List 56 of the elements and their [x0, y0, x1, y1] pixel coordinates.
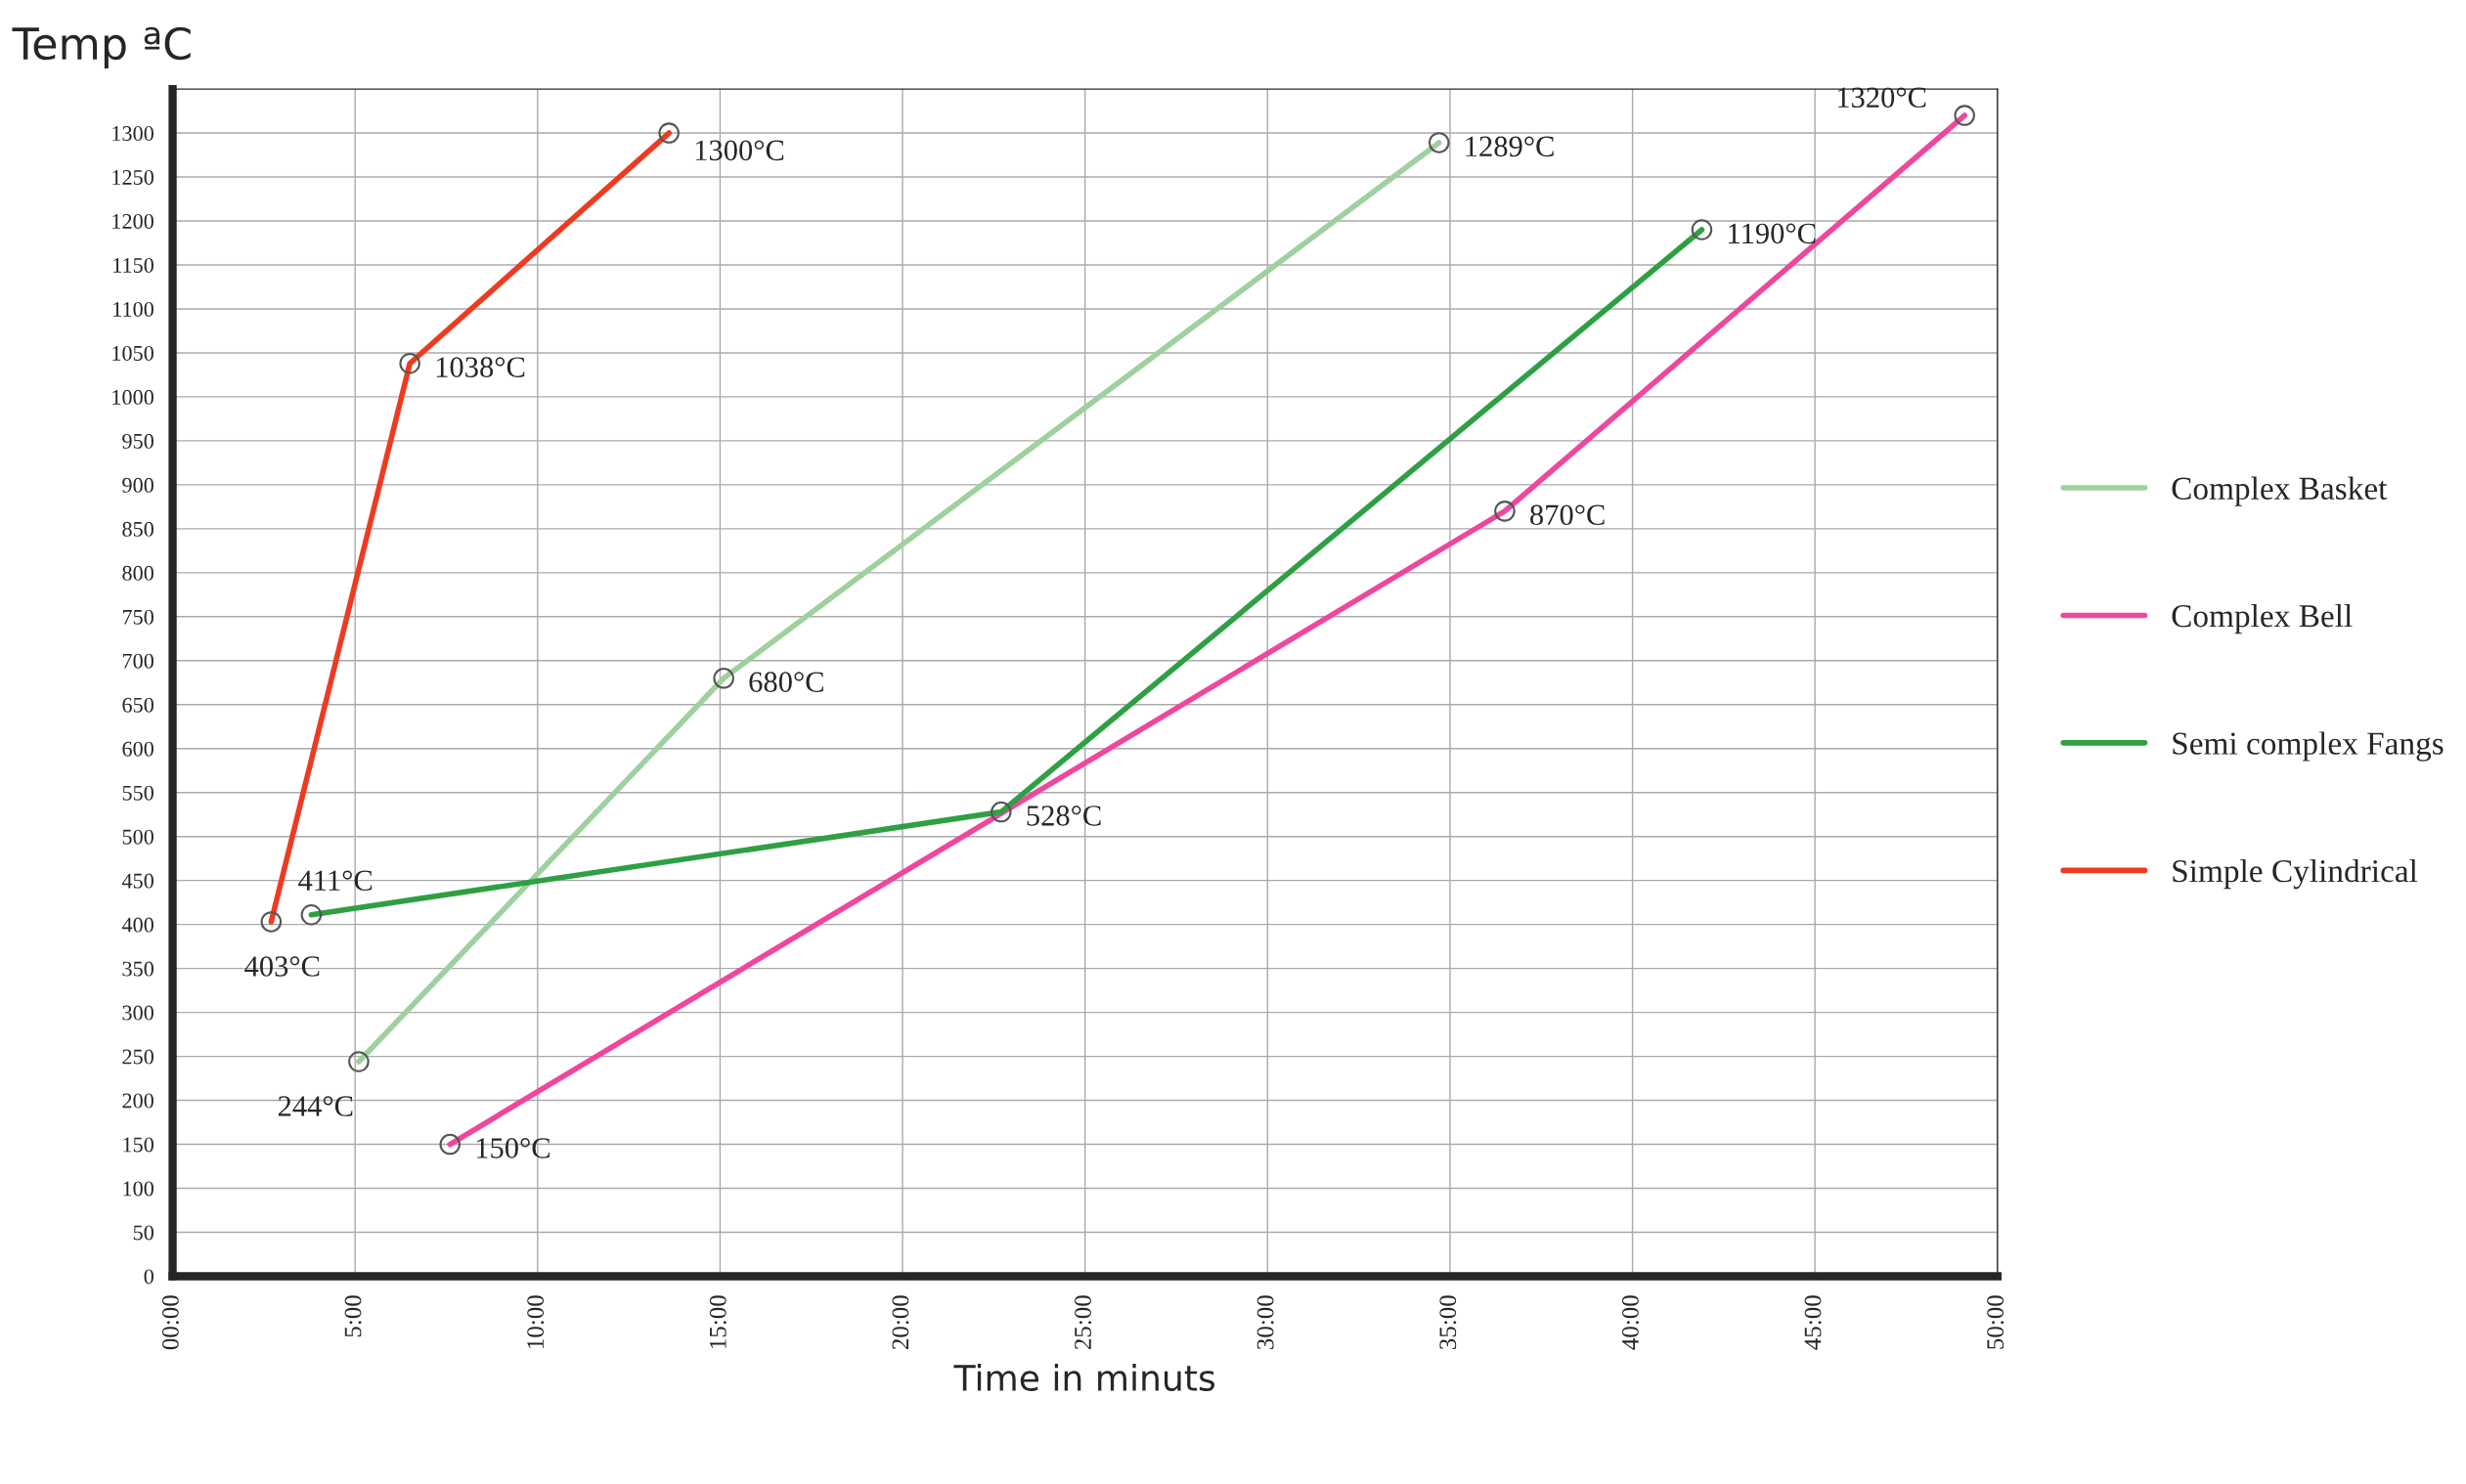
y-tick-label: 100	[123, 1181, 154, 1197]
y-tick-label: 1200	[112, 213, 154, 229]
x-tick-label: 00:00	[161, 1295, 179, 1350]
annotation: 403°C	[244, 956, 320, 977]
y-tick-label: 450	[121, 873, 154, 889]
x-tick-label: 50:00	[1987, 1295, 2004, 1349]
y-tick-label: 950	[122, 433, 154, 449]
y-tick-label: 1050	[112, 345, 154, 361]
x-tick-label: 5:00	[344, 1295, 362, 1337]
x-tick-label: 20:00	[892, 1295, 909, 1350]
y-tick-label: 1300	[112, 125, 154, 141]
y-tick-label: 700	[122, 653, 154, 669]
y-tick-label: 850	[122, 521, 154, 537]
annotation: 528°C	[1027, 806, 1101, 826]
legend-label: Semi complex Fangs	[2173, 731, 2444, 762]
y-tick-label: 400	[121, 917, 154, 933]
y-tick-label: 150	[123, 1137, 154, 1153]
legend-label: Simple Cylindrical	[2173, 858, 2418, 890]
x-tick-label: 30:00	[1256, 1295, 1274, 1349]
annotation: 870°C	[1530, 504, 1605, 526]
x-tick-label: 40:00	[1621, 1295, 1639, 1350]
annotation: 1289°C	[1466, 136, 1554, 157]
y-tick-label: 250	[122, 1049, 154, 1065]
y-tick-label: 550	[122, 785, 154, 801]
y-tick-label: 750	[122, 609, 154, 625]
y-tick-label: 800	[122, 565, 154, 581]
y-tick-label: 1250	[112, 169, 154, 185]
y-tick-label: 500	[122, 829, 154, 845]
y-tick-label: 1000	[112, 389, 154, 405]
annotation: 1320°C	[1837, 87, 1926, 109]
y-tick-label: 900	[122, 477, 154, 493]
y-tick-label: 0	[144, 1269, 154, 1285]
annotation: 680°C	[749, 672, 823, 692]
y-tick-label: 200	[122, 1093, 154, 1109]
y-tick-label: 650	[122, 697, 154, 713]
annotation: 411°C	[298, 870, 373, 892]
x-tick-label: 15:00	[709, 1295, 727, 1348]
annotation: 1190°C	[1729, 223, 1816, 244]
y-tick-label: 1150	[113, 257, 154, 273]
x-tick-label: 25:00	[1075, 1295, 1092, 1350]
x-axis-title: Time in minuts	[953, 1364, 1215, 1392]
legend-label: Complex Basket	[2172, 476, 2388, 506]
y-tick-label: 600	[122, 741, 154, 757]
x-tick-label: 10:00	[527, 1295, 545, 1348]
annotation: 1038°C	[436, 357, 525, 377]
annotation: 1300°C	[695, 140, 784, 161]
y-axis-title: Temp ªC	[12, 26, 191, 68]
x-tick-label: 45:00	[1804, 1295, 1822, 1350]
y-tick-label: 50	[133, 1225, 154, 1241]
y-tick-label: 1100	[113, 301, 154, 317]
x-tick-label: 35:00	[1439, 1295, 1457, 1349]
annotation: 244°C	[278, 1096, 353, 1116]
annotation: 150°C	[476, 1138, 550, 1158]
y-tick-label: 350	[122, 961, 154, 977]
legend-label: Complex Bell	[2172, 603, 2353, 634]
y-tick-label: 300	[122, 1005, 154, 1021]
